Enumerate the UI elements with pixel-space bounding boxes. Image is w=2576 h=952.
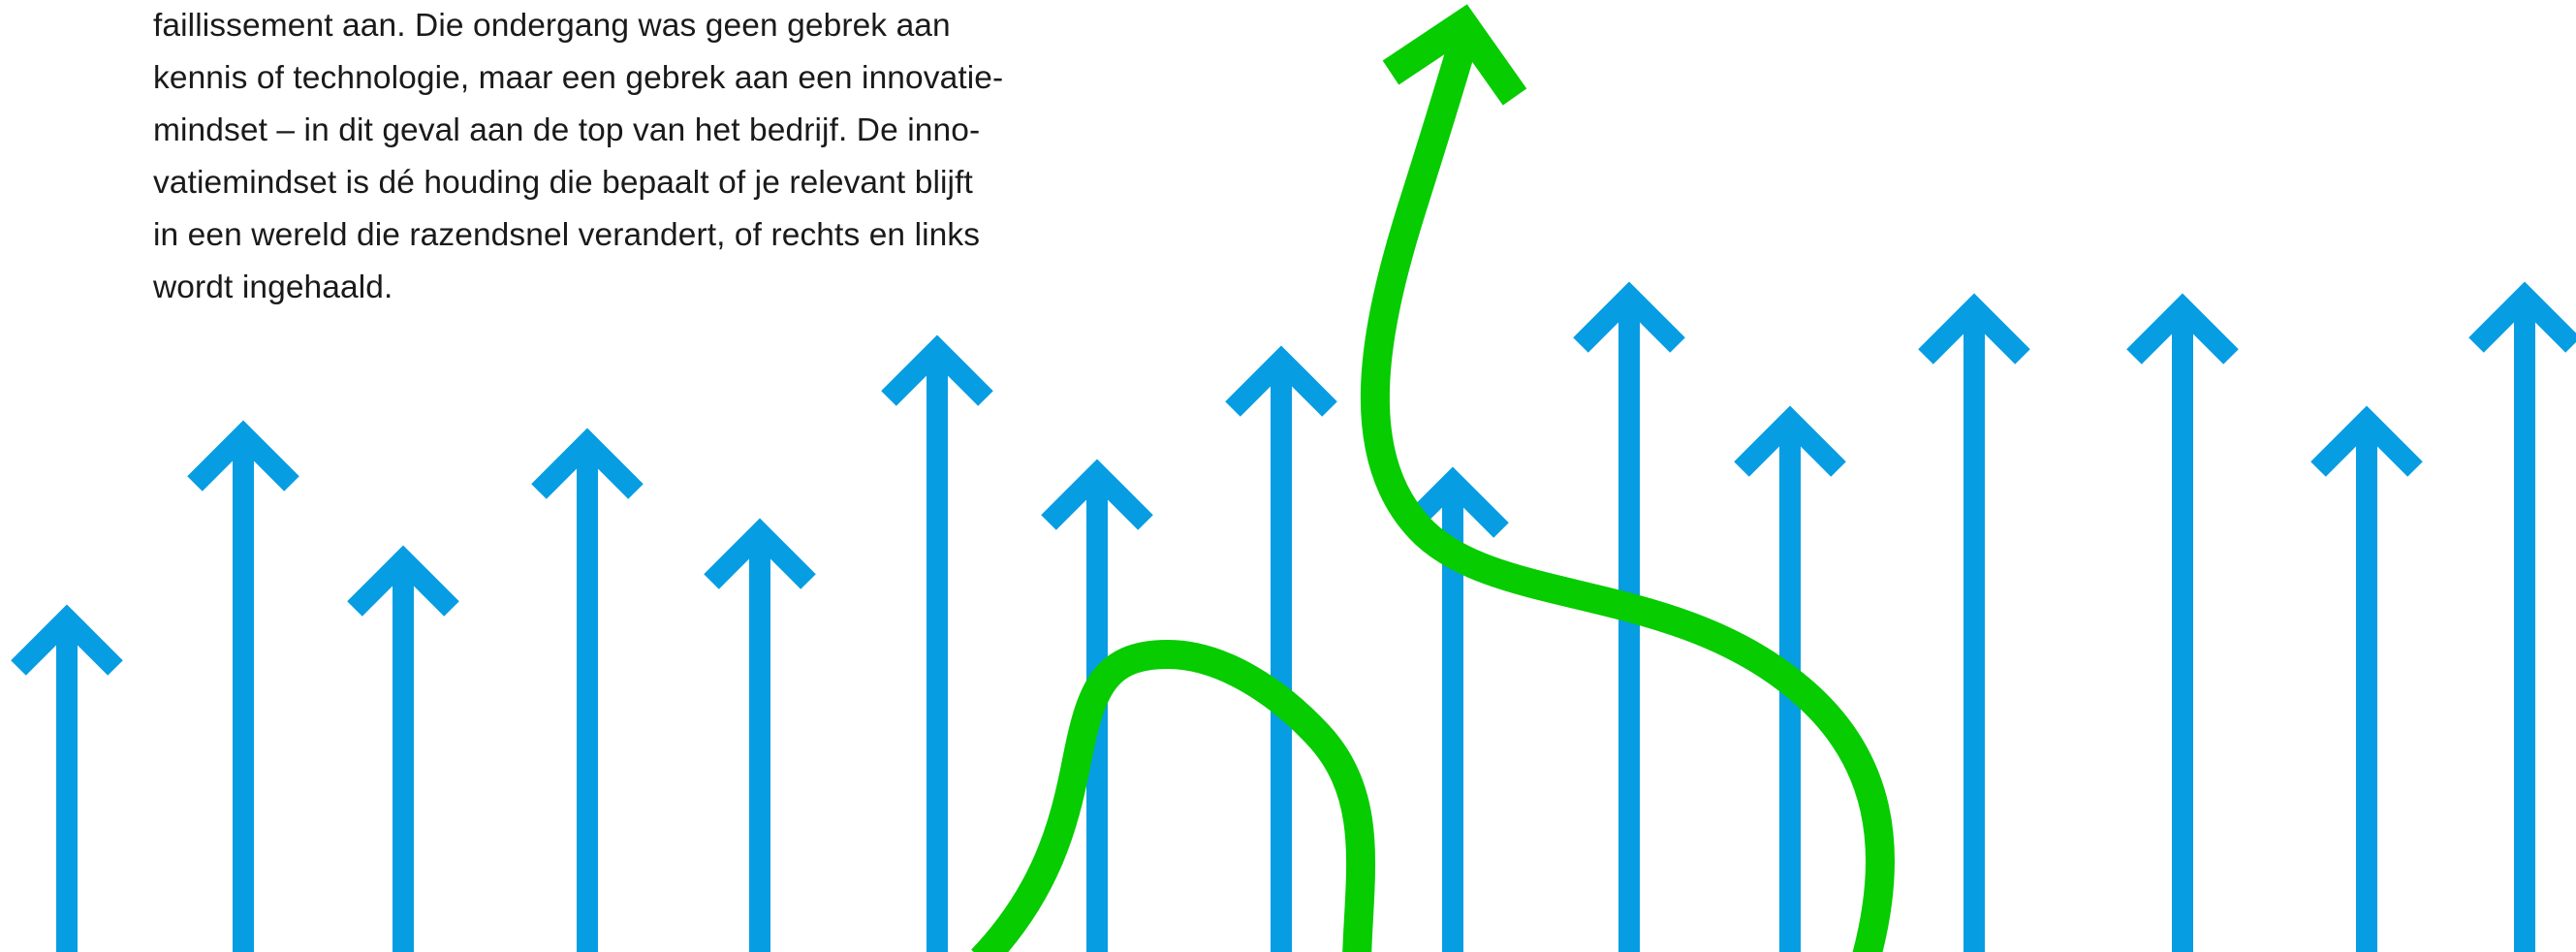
blue-arrow-icon xyxy=(187,420,299,952)
blue-arrow-icon xyxy=(1573,281,1685,952)
blue-arrow-icon xyxy=(347,545,459,952)
paragraph-line: wordt ingehaald. xyxy=(153,270,393,305)
blue-arrow-icon xyxy=(2468,281,2576,952)
blue-arrow-icon xyxy=(1918,293,2030,952)
paragraph-line: faillissement aan. Die ondergang was gee… xyxy=(153,8,951,44)
paragraph-line: mindset – in dit geval aan de top van he… xyxy=(153,112,981,148)
blue-arrow-icon xyxy=(881,334,993,952)
paragraph-line: kennis of technologie, maar een gebrek a… xyxy=(153,60,1004,96)
blue-arrow-icon xyxy=(2126,293,2239,952)
paragraph-line: in een wereld die razendsnel verandert, … xyxy=(153,217,981,253)
blue-arrow-icon xyxy=(704,518,816,952)
blue-arrow-icon xyxy=(1225,345,1337,952)
blue-arrow-icon xyxy=(11,604,123,952)
paragraph-line: vatiemindset is dé houding die bepaalt o… xyxy=(153,165,973,201)
article-paragraph: faillissement aan. Die ondergang was gee… xyxy=(153,0,1122,314)
green-winding-arrow-icon xyxy=(971,4,1896,952)
blue-arrows xyxy=(11,281,2576,952)
blue-arrow-icon xyxy=(531,428,644,952)
blue-arrow-icon xyxy=(2310,405,2423,952)
